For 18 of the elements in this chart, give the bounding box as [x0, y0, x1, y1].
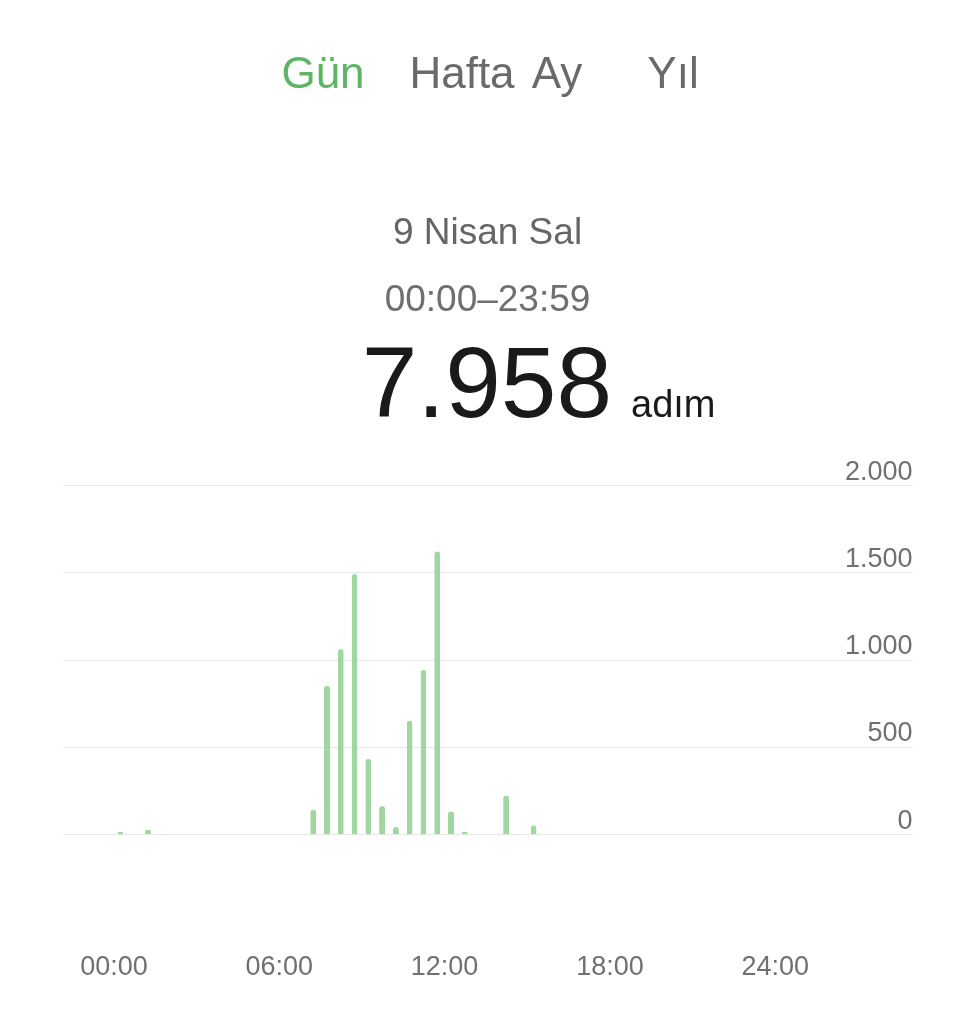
text: 7.958 [361, 326, 612, 438]
text: Gün [281, 48, 365, 97]
x-tick-label: 00:00 [80, 950, 148, 981]
x-tick-label: 12:00 [410, 950, 479, 981]
text: Yıl [647, 48, 699, 97]
chart-title: 9 Nisan Sal [392, 211, 583, 252]
y-tick-label: 500 [867, 717, 913, 748]
x-tick-label: 24:00 [741, 950, 810, 981]
y-tick-label: 1.000 [844, 630, 913, 660]
text: Ay [531, 48, 583, 97]
x-tick-label: 06:00 [245, 950, 314, 981]
y-tick-label: 2.000 [844, 455, 913, 486]
chart-subtitle: 00:00–23:59 [384, 278, 591, 319]
text: adım [631, 383, 716, 425]
y-tick-label: 0 [897, 804, 913, 835]
text: Hafta [409, 48, 516, 97]
x-tick-label: 18:00 [576, 950, 644, 981]
y-tick-label: 1.500 [844, 542, 913, 573]
